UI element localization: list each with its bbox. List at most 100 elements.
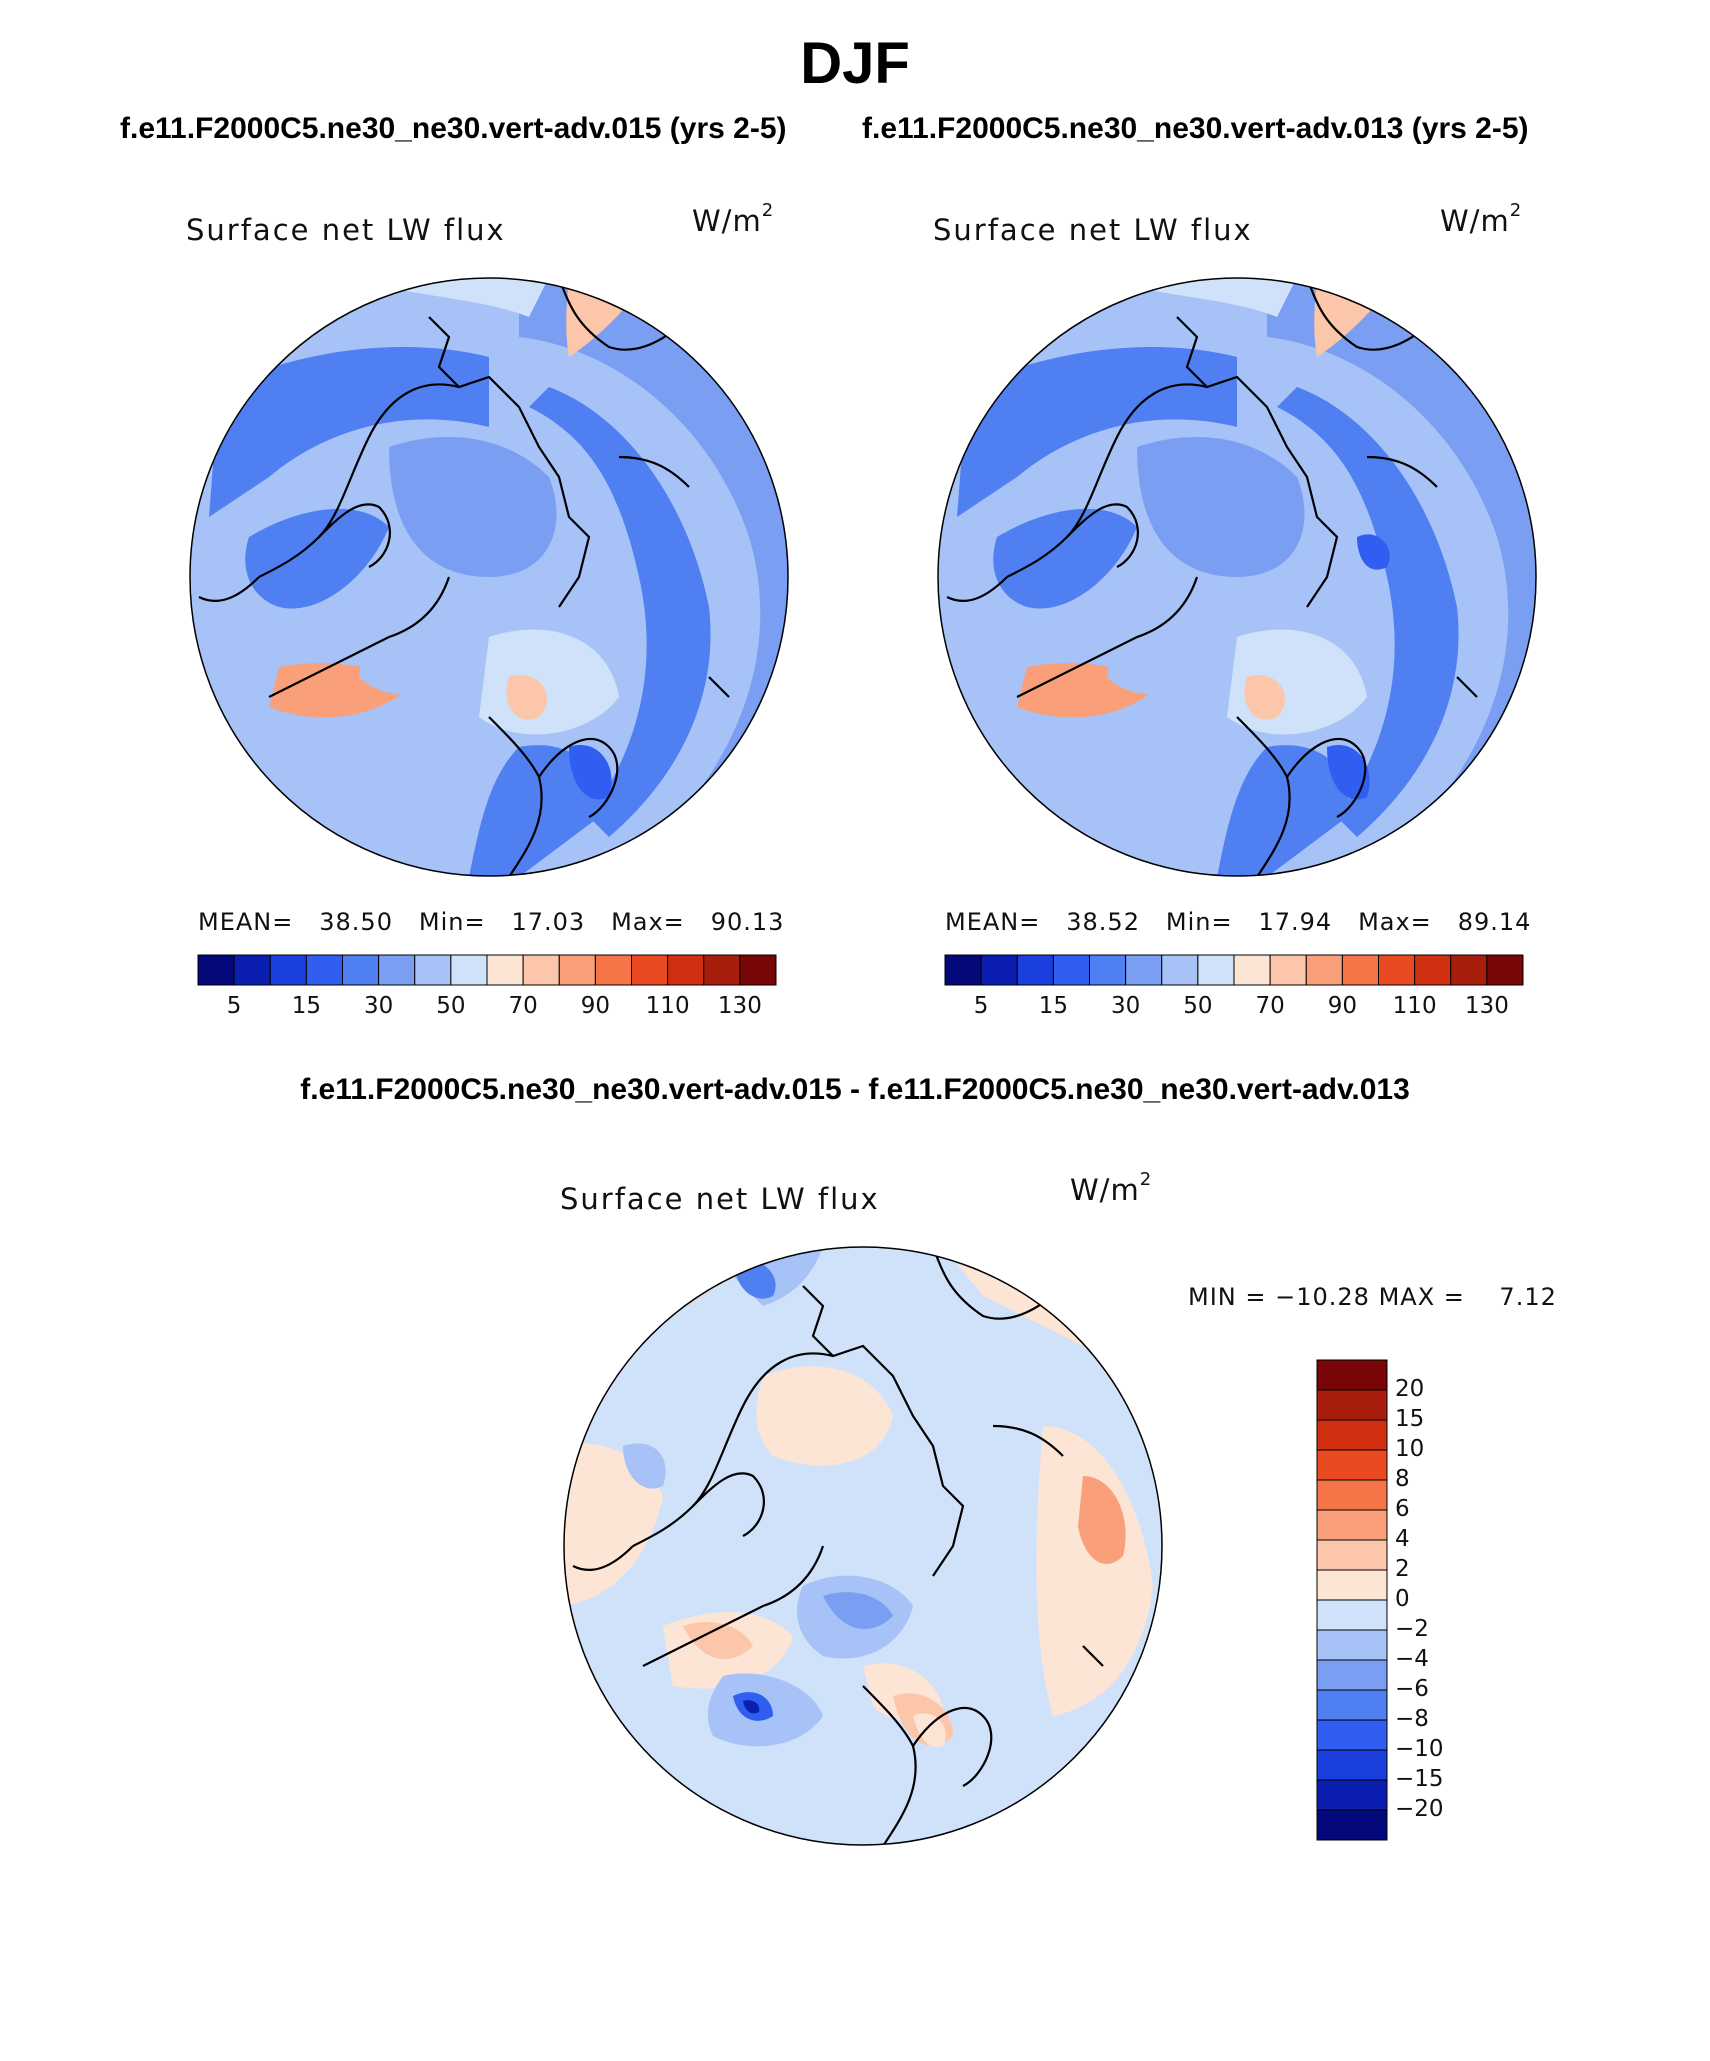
diff-colorbar-tick-label: 2 (1395, 1556, 1410, 1582)
diff-colorbar-ticks: 20 15 10 8 6 4 2 0 −2 −4 −6 −8 −10 −15 −20 (1395, 1360, 1475, 1840)
panel2-colorbar-tick-label: 90 (1327, 993, 1358, 1019)
diff-colorbar-box (1316, 1389, 1388, 1421)
panel2-stats: MEAN= 38.52 Min= 17.94 Max= 89.14 (945, 908, 1532, 936)
panel1-colorbar-box (342, 954, 380, 986)
panel2-colorbar-box (1378, 954, 1416, 986)
diff-colorbar-box (1316, 1509, 1388, 1541)
panel2-colorbar-box (1341, 954, 1379, 986)
panel2-variable-label: Surface net LW flux (933, 213, 1253, 247)
panel2-colorbar-box (980, 954, 1018, 986)
panel1-colorbar-tick-label: 5 (226, 993, 242, 1019)
panel1-polar-map (189, 277, 789, 877)
diff-colorbar-box (1316, 1719, 1388, 1751)
panel2-colorbar-tick-label: 30 (1110, 993, 1141, 1019)
panel1-colorbar-box (414, 954, 452, 986)
panel1-colorbar-tick-label: 50 (436, 993, 466, 1019)
panel1-colorbar-box (378, 954, 416, 986)
panel2-colorbar-box (1269, 954, 1307, 986)
diff-stats: MIN = −10.28 MAX = 7.12 (1188, 1283, 1557, 1311)
panel1-colorbar-box (594, 954, 632, 986)
panel2-colorbar-ticks: 5 15 30 50 70 90 110 130 (945, 993, 1523, 1023)
panel1-colorbar-tick-label: 110 (645, 993, 690, 1019)
diff-colorbar-tick-label: −6 (1395, 1676, 1429, 1702)
panel1-colorbar-tick-label: 70 (508, 993, 538, 1019)
panel1-colorbar-tick-label: 90 (580, 993, 611, 1019)
diff-colorbar-tick-label: −4 (1395, 1646, 1429, 1672)
panel2-colorbar-box (1197, 954, 1235, 986)
panel1-colorbar-box (197, 954, 235, 986)
diff-colorbar-tick-label: −20 (1395, 1796, 1444, 1822)
panel1-colorbar-box (739, 954, 777, 986)
panel2-colorbar-box (1450, 954, 1488, 986)
panel1-colorbar-box (703, 954, 741, 986)
diff-colorbar-box (1316, 1419, 1388, 1451)
panel2-units: W/m2 (1440, 200, 1523, 238)
diff-colorbar-box (1316, 1749, 1388, 1781)
panel1-units: W/m2 (692, 200, 775, 238)
panel1-colorbar-ticks: 5 15 30 50 70 90 110 130 (198, 993, 776, 1023)
panel1-stats: MEAN= 38.50 Min= 17.03 Max= 90.13 (198, 908, 785, 936)
panel2-colorbar-tick-label: 50 (1183, 993, 1213, 1019)
diff-colorbar-box (1316, 1359, 1388, 1391)
page-title: DJF (800, 31, 910, 96)
panel2-colorbar-box (1233, 954, 1271, 986)
panel2-colorbar-box (1052, 954, 1090, 986)
diff-colorbar-tick-label: −10 (1395, 1736, 1444, 1762)
panel1-colorbar-box (305, 954, 343, 986)
panel2-polar-map (937, 277, 1537, 877)
diff-colorbar-tick-label: 15 (1395, 1406, 1425, 1432)
diff-colorbar-box (1316, 1569, 1388, 1601)
diff-colorbar-box (1316, 1629, 1388, 1661)
panel2-colorbar-tick-label: 130 (1464, 993, 1509, 1019)
panel2-colorbar-box (1414, 954, 1452, 986)
panel1-colorbar-box (522, 954, 560, 986)
panel1-colorbar-box (486, 954, 524, 986)
diff-colorbar-tick-label: 4 (1395, 1526, 1410, 1552)
diff-colorbar-box (1316, 1659, 1388, 1691)
panel2-colorbar-tick-label: 15 (1038, 993, 1069, 1019)
panel1-colorbar-box (558, 954, 596, 986)
diff-colorbar-tick-label: 6 (1395, 1496, 1410, 1522)
panel2-colorbar-box (1305, 954, 1343, 986)
panel1-colorbar (197, 954, 777, 986)
panel1-colorbar-box (450, 954, 488, 986)
panel2-colorbar-box (1016, 954, 1054, 986)
diff-colorbar-tick-label: 8 (1395, 1466, 1410, 1492)
panel2-colorbar-tick-label: 70 (1255, 993, 1285, 1019)
panel2-colorbar-tick-label: 110 (1392, 993, 1437, 1019)
panel2-colorbar-box (1486, 954, 1524, 986)
diff-colorbar-tick-label: 10 (1395, 1436, 1425, 1462)
case-title-left: f.e11.F2000C5.ne30_ne30.vert-adv.015 (yr… (120, 112, 787, 145)
diff-colorbar-box (1316, 1809, 1388, 1841)
diff-colorbar-tick-label: −15 (1395, 1766, 1444, 1792)
diff-units: W/m2 (1070, 1169, 1153, 1207)
diff-colorbar-box (1316, 1689, 1388, 1721)
diff-colorbar (1316, 1359, 1388, 1841)
panel1-colorbar-box (631, 954, 669, 986)
difference-title: f.e11.F2000C5.ne30_ne30.vert-adv.015 - f… (300, 1073, 1410, 1106)
panel1-colorbar-box (233, 954, 271, 986)
panel1-colorbar-tick-label: 30 (363, 993, 394, 1019)
diff-polar-map (563, 1246, 1163, 1846)
panel2-colorbar-box (1089, 954, 1127, 986)
panel2-colorbar-box (1161, 954, 1199, 986)
panel1-colorbar-box (667, 954, 705, 986)
panel1-colorbar-tick-label: 15 (291, 993, 322, 1019)
diff-colorbar-tick-label: 20 (1395, 1376, 1425, 1402)
diff-colorbar-box (1316, 1779, 1388, 1811)
diff-colorbar-box (1316, 1479, 1388, 1511)
panel1-colorbar-tick-label: 130 (717, 993, 762, 1019)
panel2-colorbar (944, 954, 1524, 986)
diff-colorbar-tick-label: 0 (1395, 1586, 1410, 1612)
panel1-colorbar-box (269, 954, 307, 986)
panel2-colorbar-box (1125, 954, 1163, 986)
diff-colorbar-box (1316, 1539, 1388, 1571)
panel1-variable-label: Surface net LW flux (186, 213, 506, 247)
diff-colorbar-box (1316, 1449, 1388, 1481)
diff-colorbar-box (1316, 1599, 1388, 1631)
case-title-right: f.e11.F2000C5.ne30_ne30.vert-adv.013 (yr… (862, 112, 1529, 145)
diff-colorbar-tick-label: −2 (1395, 1616, 1429, 1642)
diff-colorbar-tick-label: −8 (1395, 1706, 1429, 1732)
panel2-colorbar-tick-label: 5 (973, 993, 989, 1019)
panel2-colorbar-box (944, 954, 982, 986)
